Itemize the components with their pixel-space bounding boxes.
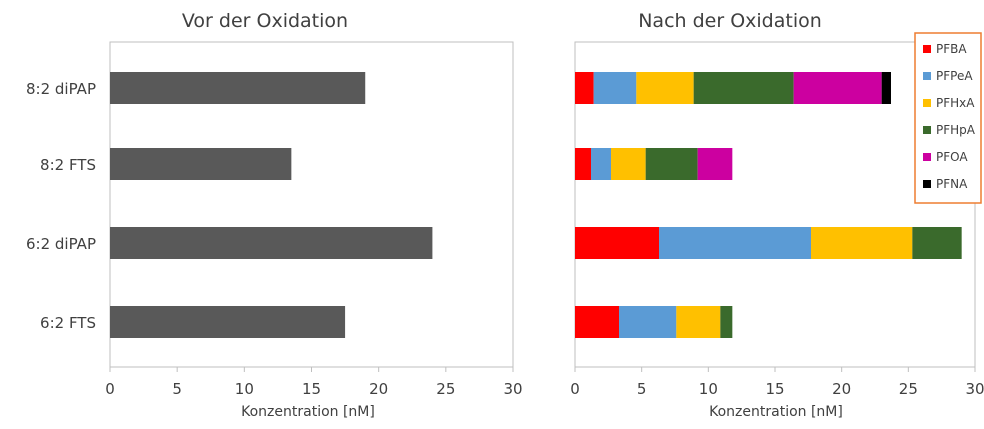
legend-swatch [923, 72, 931, 80]
x-tick-label: 0 [570, 380, 580, 398]
x-tick-label: 10 [235, 380, 254, 398]
chart-title: Vor der Oxidation [182, 10, 348, 32]
bar-segment-pfpea [591, 148, 611, 180]
bar-segment-pfpea [593, 72, 637, 104]
bar-segment-pfhpa [720, 306, 733, 338]
bar-segment-pfoa [793, 72, 882, 104]
x-tick-label: 30 [965, 380, 984, 398]
legend-label: PFBA [936, 42, 967, 56]
legend-label: PFPeA [936, 69, 973, 83]
category-label: 6:2 FTS [40, 314, 96, 332]
bar-segment-pfoa [697, 148, 733, 180]
bar-segment-pfpea [659, 227, 811, 259]
legend-swatch [923, 126, 931, 134]
category-label: 6:2 diPAP [26, 235, 96, 253]
bar-segment-pfba [575, 227, 659, 259]
bar-segment-pfhxa [676, 306, 721, 338]
bar [110, 72, 366, 104]
x-tick-label: 30 [503, 380, 522, 398]
x-tick-label: 15 [302, 380, 321, 398]
x-tick-label: 25 [899, 380, 918, 398]
x-tick-label: 20 [832, 380, 851, 398]
chart-after-oxidation: Nach der Oxidation 0 5 10 15 20 25 30 Konzentr… [570, 10, 984, 420]
legend-swatch [923, 180, 931, 188]
bar-segment-pfba [575, 148, 591, 180]
legend-label: PFNA [936, 177, 968, 191]
category-label: 8:2 FTS [40, 156, 96, 174]
bar-segment-pfhxa [611, 148, 646, 180]
bar-segment-pfpea [619, 306, 677, 338]
bar-segment-pfhpa [645, 148, 698, 180]
legend-box [914, 32, 982, 204]
x-tick-label: 10 [699, 380, 718, 398]
legend-swatch [923, 153, 931, 161]
x-tick-label: 20 [369, 380, 388, 398]
bar-segment-pfhxa [636, 72, 694, 104]
legend-swatch [923, 45, 931, 53]
category-label: 8:2 diPAP [26, 80, 96, 98]
x-axis-label: Konzentration [nM] [241, 404, 375, 420]
bar [110, 148, 292, 180]
bar-segment-pfba [575, 72, 594, 104]
x-tick-label: 25 [436, 380, 455, 398]
chart-before-oxidation: Vor der Oxidation 8:2 diPAP 8:2 FTS 6:2 di… [26, 10, 523, 420]
legend-swatch [923, 99, 931, 107]
x-axis-label: Konzentration [nM] [709, 404, 843, 420]
legend-label: PFHpA [936, 123, 976, 137]
bar-segment-pfhpa [693, 72, 794, 104]
legend-label: PFHxA [936, 96, 975, 110]
legend: PFBA PFPeA PFHxA PFHpA PFOA PFNA [914, 32, 982, 204]
bar-segment-pfba [575, 306, 619, 338]
bar [110, 306, 346, 338]
legend-label: PFOA [936, 150, 968, 164]
x-tick-label: 5 [637, 380, 647, 398]
x-tick-label: 5 [172, 380, 182, 398]
x-tick-label: 15 [765, 380, 784, 398]
bar-segment-pfna [881, 72, 891, 104]
chart-title: Nach der Oxidation [638, 10, 822, 32]
bar-segment-pfhxa [811, 227, 913, 259]
bar [110, 227, 433, 259]
bar-segment-pfhpa [912, 227, 962, 259]
x-tick-label: 0 [105, 380, 115, 398]
